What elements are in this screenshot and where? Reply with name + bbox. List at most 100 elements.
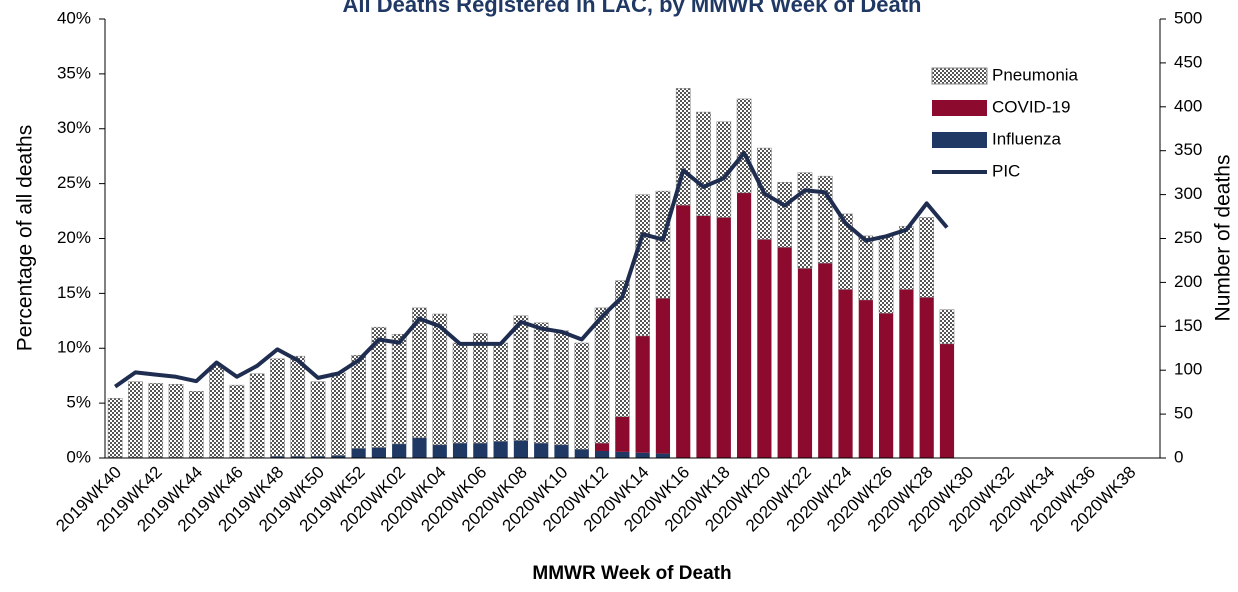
- y2-tick-label: 500: [1174, 8, 1202, 27]
- bar: [412, 307, 427, 439]
- bar: [899, 225, 914, 290]
- bar: [635, 335, 650, 453]
- legend-label: Influenza: [992, 129, 1062, 148]
- bar: [676, 205, 691, 458]
- y-tick-label: 25%: [57, 173, 91, 192]
- y2-tick-label: 250: [1174, 228, 1202, 247]
- y2-tick-label: 50: [1174, 404, 1193, 423]
- bar: [331, 455, 346, 458]
- bar: [351, 448, 366, 458]
- bar: [615, 280, 630, 417]
- bar: [290, 355, 306, 457]
- bar: [635, 452, 650, 458]
- y2-tick-label: 200: [1174, 272, 1202, 291]
- bar: [777, 247, 792, 458]
- y2-tick-label: 450: [1174, 52, 1202, 71]
- legend-label: COVID-19: [992, 97, 1070, 116]
- y-tick-label: 40%: [57, 8, 91, 27]
- bar: [594, 307, 610, 444]
- bar: [432, 444, 447, 458]
- bar: [310, 381, 326, 457]
- bar: [270, 456, 285, 458]
- bar: [229, 384, 245, 458]
- bar: [148, 383, 164, 458]
- y2-axis-title: Number of deaths: [1212, 155, 1235, 322]
- bar: [412, 437, 427, 458]
- bar: [432, 313, 448, 446]
- bar: [939, 343, 955, 458]
- bar: [128, 381, 143, 458]
- bar: [493, 342, 508, 442]
- bar: [554, 330, 569, 446]
- y-tick-label: 20%: [57, 228, 91, 247]
- legend-swatch: [932, 100, 987, 116]
- y-tick-label: 35%: [57, 63, 91, 82]
- bar: [919, 297, 934, 458]
- line: [113, 150, 949, 389]
- x-axis-title: MMWR Week of Death: [532, 563, 731, 584]
- bar: [797, 268, 813, 458]
- bar: [168, 383, 184, 458]
- bar: [534, 443, 549, 458]
- chart-title: All Deaths Registered in LAC, by MMWR We…: [342, 0, 921, 17]
- bar: [817, 175, 833, 264]
- bar: [533, 322, 549, 444]
- bar: [371, 326, 387, 448]
- bar: [472, 333, 488, 444]
- bar: [371, 447, 386, 458]
- bar: [858, 299, 873, 458]
- bar: [716, 217, 731, 458]
- bar: [392, 443, 407, 458]
- legend-swatch: [932, 132, 987, 148]
- y-tick-label: 10%: [57, 338, 91, 357]
- bar: [452, 342, 468, 444]
- y-tick-label: 15%: [57, 283, 91, 302]
- bar: [188, 391, 204, 458]
- legend-label: Pneumonia: [992, 65, 1079, 84]
- y-tick-label: 5%: [66, 393, 91, 412]
- bar: [209, 365, 224, 458]
- bar: [939, 309, 955, 345]
- bar: [330, 372, 346, 456]
- bar: [919, 217, 935, 298]
- y2-tick-label: 100: [1174, 360, 1202, 379]
- bar: [818, 263, 833, 458]
- bar: [270, 358, 285, 457]
- bar: [879, 313, 894, 458]
- bar: [615, 451, 630, 458]
- bar: [736, 98, 752, 194]
- bar: [290, 456, 305, 458]
- bar: [615, 416, 630, 452]
- bar: [594, 443, 610, 451]
- bar: [594, 450, 610, 458]
- bar: [513, 315, 529, 441]
- bar: [838, 213, 853, 290]
- bar: [513, 440, 529, 458]
- bar: [899, 289, 914, 458]
- bar: [696, 215, 711, 458]
- bar: [777, 182, 793, 248]
- bar: [107, 398, 123, 458]
- y-axis-title: Percentage of all deaths: [14, 125, 37, 352]
- y2-tick-label: 300: [1174, 184, 1202, 203]
- bar: [574, 342, 590, 450]
- legend-swatch: [931, 67, 988, 85]
- bar: [655, 298, 671, 454]
- legend-label: PIC: [992, 161, 1020, 180]
- bar: [635, 194, 650, 337]
- bar: [473, 443, 488, 458]
- bar: [310, 456, 326, 458]
- bar: [838, 289, 853, 458]
- bar: [696, 111, 711, 216]
- bar: [351, 355, 366, 449]
- y-tick-label: 30%: [57, 118, 91, 137]
- bar: [249, 373, 265, 458]
- y2-tick-label: 350: [1174, 140, 1202, 159]
- bar: [736, 192, 752, 458]
- bar: [797, 172, 813, 269]
- bar: [655, 453, 671, 458]
- y-tick-label: 0%: [66, 447, 91, 466]
- bar: [574, 449, 589, 458]
- bar: [878, 235, 894, 314]
